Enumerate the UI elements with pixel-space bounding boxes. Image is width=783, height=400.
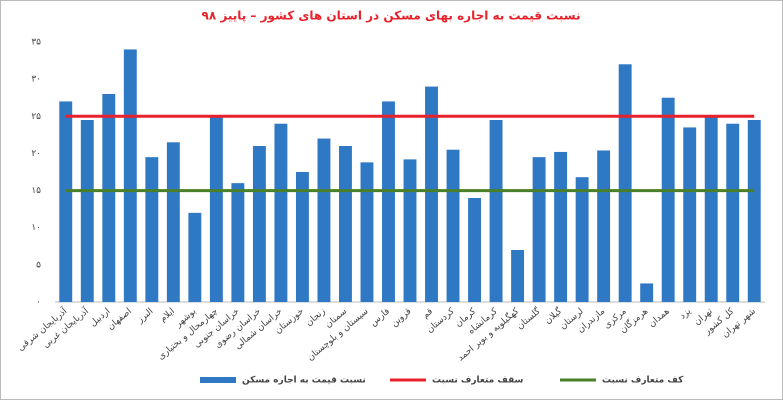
bar xyxy=(489,120,503,302)
y-tick-label: ۲۰ xyxy=(31,149,41,159)
legend-label: کف متعارف نسبت xyxy=(602,376,684,386)
bar xyxy=(532,157,546,302)
bar xyxy=(231,183,245,302)
bar xyxy=(102,94,116,302)
bar xyxy=(188,212,202,302)
y-tick-label: ۵ xyxy=(36,260,41,270)
y-tick-label: ۱۵ xyxy=(31,186,41,196)
bar xyxy=(317,138,331,302)
y-tick-label: ۲۵ xyxy=(31,112,41,122)
y-tick-label: ۱۰ xyxy=(31,223,41,233)
bar xyxy=(339,146,352,302)
bar xyxy=(123,49,137,302)
bar xyxy=(726,123,740,302)
legend-label: نسبت قیمت به اجاره مسکن xyxy=(242,376,366,386)
bar xyxy=(209,116,223,303)
bar xyxy=(511,250,525,302)
bar xyxy=(446,149,460,302)
bar xyxy=(274,123,288,302)
y-tick-label: ۳۵ xyxy=(31,38,41,48)
bar xyxy=(382,101,395,302)
bar xyxy=(640,283,654,302)
bar xyxy=(360,162,374,302)
bar xyxy=(704,116,718,303)
bar xyxy=(80,120,94,302)
bar xyxy=(59,101,73,302)
bar xyxy=(618,64,632,303)
legend-label: سقف متعارف نسبت xyxy=(432,376,524,386)
legend-swatch xyxy=(200,377,236,383)
bar xyxy=(468,198,481,302)
y-tick-label: ۰ xyxy=(36,298,41,308)
bar xyxy=(403,159,417,302)
bar xyxy=(166,142,180,302)
bar xyxy=(145,157,159,302)
bar xyxy=(295,172,309,302)
bar xyxy=(575,177,589,302)
bar xyxy=(554,151,568,302)
bar xyxy=(661,97,675,302)
bar xyxy=(425,86,438,302)
bar xyxy=(683,127,697,302)
bar xyxy=(252,146,266,302)
bar xyxy=(597,150,611,302)
y-tick-label: ۳۰ xyxy=(31,75,41,85)
chart-title: نسبت قیمت به اجاره بهای مسکن در استان ها… xyxy=(202,9,581,24)
bar xyxy=(747,120,761,302)
